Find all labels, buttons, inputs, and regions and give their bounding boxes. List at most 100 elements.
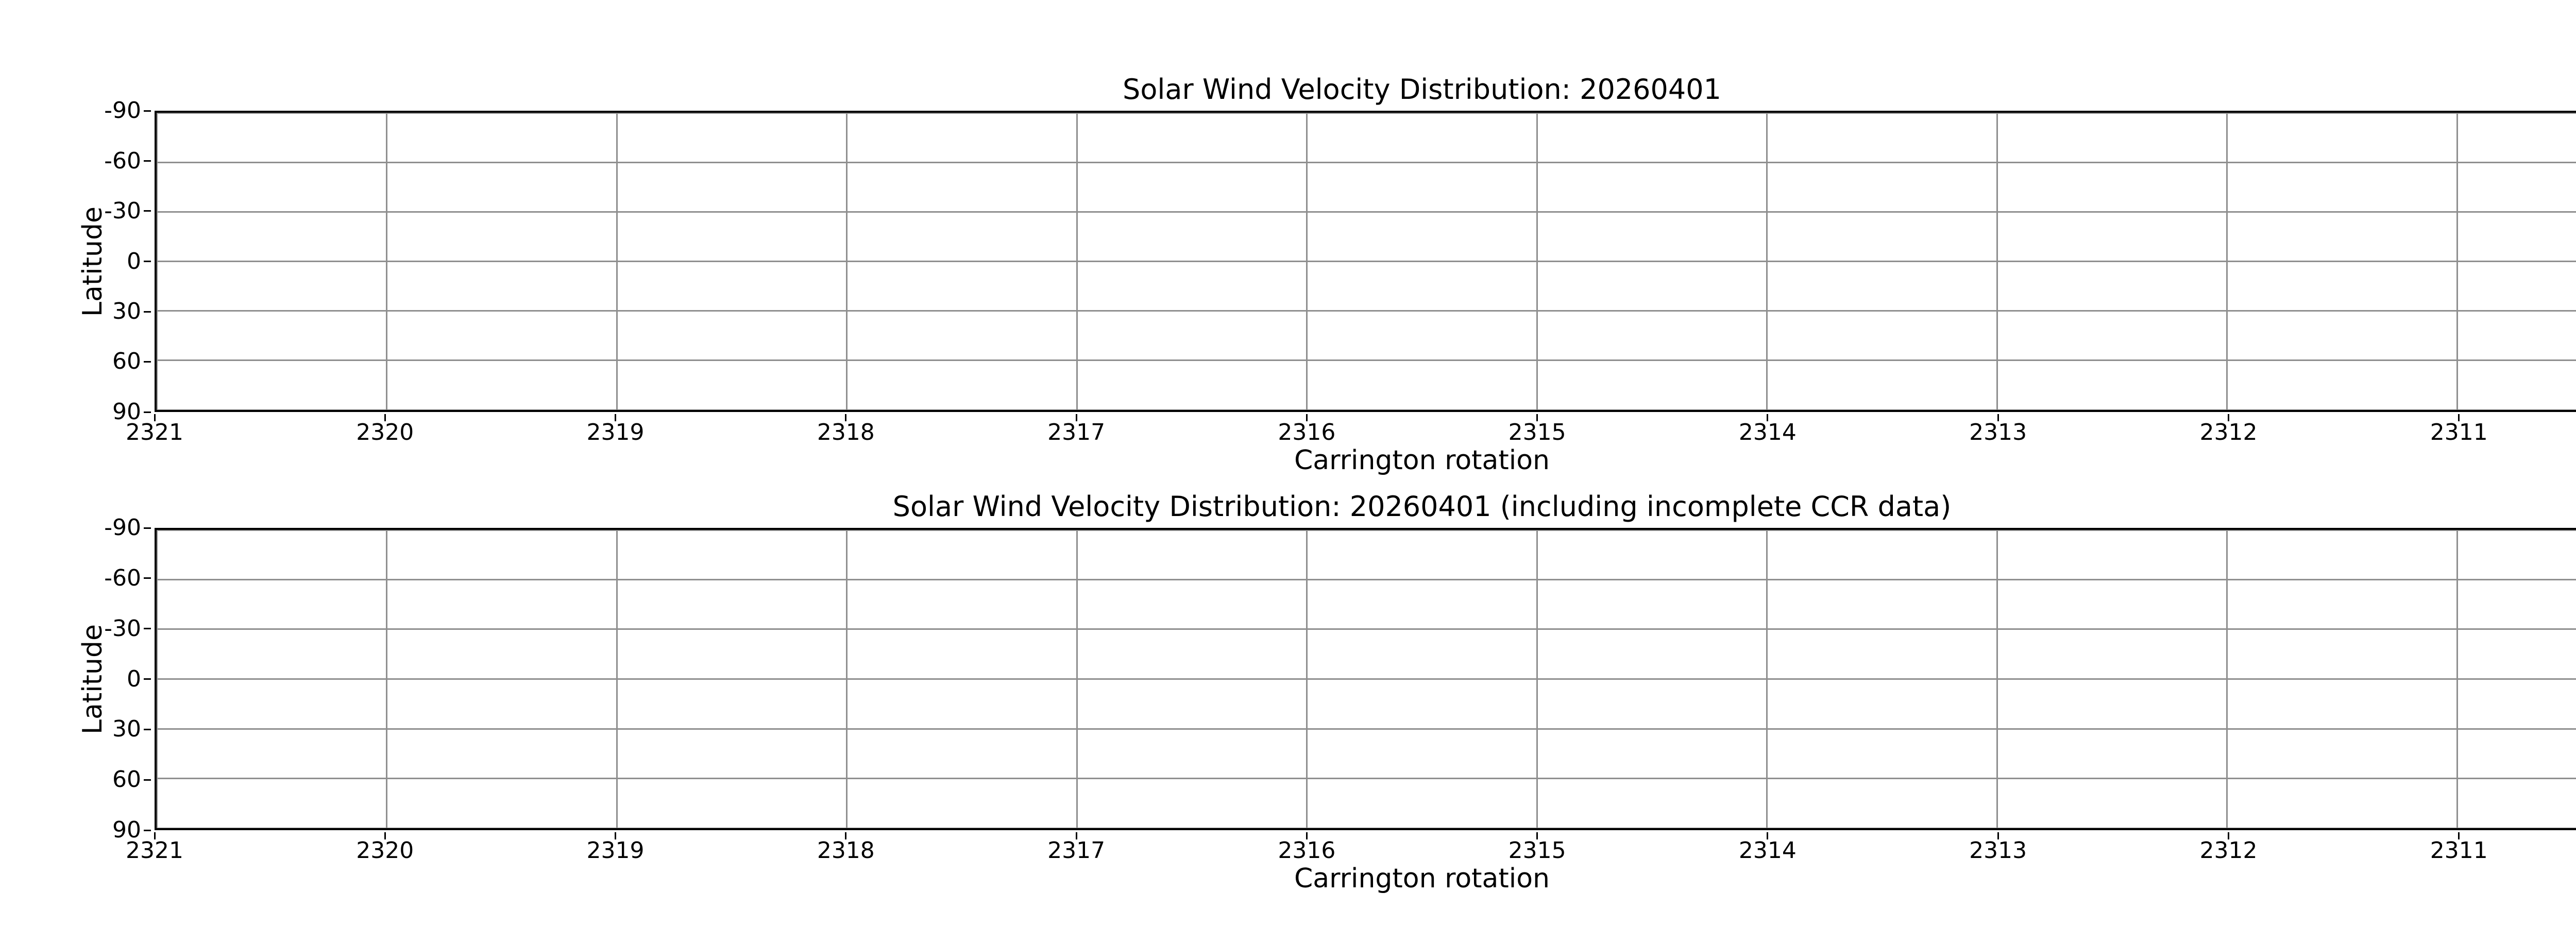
x-tick-label: 2319 <box>586 419 645 445</box>
y-tick-mark <box>144 728 151 730</box>
x-tick-label: 2314 <box>1738 419 1797 445</box>
y-gridline <box>157 728 2576 730</box>
y-tick-label: 90 <box>112 399 141 425</box>
x-gridline <box>616 113 618 410</box>
x-tick-mark <box>1536 414 1538 421</box>
x-gridline <box>386 530 388 828</box>
x-gridline <box>616 530 618 828</box>
x-tick-mark <box>615 832 617 839</box>
y-gridline <box>157 579 2576 580</box>
panel-top-y-axis-label: Latitude <box>77 206 108 317</box>
x-gridline <box>2226 530 2228 828</box>
y-gridline <box>157 310 2576 312</box>
x-tick-mark <box>845 414 847 421</box>
y-tick-label: -60 <box>104 147 141 174</box>
y-gridline <box>157 628 2576 630</box>
y-tick-label: 0 <box>127 665 141 692</box>
y-tick-label: 0 <box>127 248 141 274</box>
y-tick-mark <box>144 411 151 413</box>
y-tick-mark <box>144 829 151 831</box>
x-gridline <box>1076 530 1078 828</box>
y-tick-label: -60 <box>104 564 141 591</box>
x-tick-mark <box>1997 832 1999 839</box>
x-tick-mark <box>2458 832 2460 839</box>
x-tick-mark <box>1306 832 1308 839</box>
x-tick-mark <box>2458 414 2460 421</box>
x-gridline <box>1306 530 1308 828</box>
y-gridline <box>157 777 2576 779</box>
y-tick-label: 30 <box>112 716 141 743</box>
x-tick-mark <box>1767 414 1769 421</box>
y-tick-mark <box>144 110 151 112</box>
x-tick-mark <box>1767 832 1769 839</box>
x-tick-label: 2311 <box>2430 837 2488 864</box>
y-gridline <box>157 261 2576 262</box>
x-tick-label: 2321 <box>126 419 183 445</box>
y-tick-label: 30 <box>112 298 141 324</box>
x-gridline <box>1076 113 1078 410</box>
panel-bottom-y-axis-label: Latitude <box>77 624 108 734</box>
x-tick-mark <box>154 414 156 421</box>
panel-bottom-x-axis-label: Carrington rotation <box>1294 863 1550 894</box>
x-tick-label: 2312 <box>2199 837 2258 864</box>
y-tick-mark <box>144 678 151 680</box>
x-tick-mark <box>2227 832 2229 839</box>
x-tick-label: 2315 <box>1508 837 1566 864</box>
y-tick-label: 60 <box>112 348 141 375</box>
x-tick-mark <box>1997 414 1999 421</box>
x-tick-mark <box>1306 414 1308 421</box>
panel-bottom-title: Solar Wind Velocity Distribution: 202604… <box>892 490 1952 523</box>
y-gridline <box>157 113 2576 114</box>
x-gridline <box>1766 113 1768 410</box>
x-tick-label: 2314 <box>1738 837 1797 864</box>
x-tick-mark <box>154 832 156 839</box>
x-gridline <box>157 113 158 410</box>
y-gridline <box>157 530 2576 531</box>
panel-top-x-axis-label: Carrington rotation <box>1294 445 1550 476</box>
x-tick-label: 2318 <box>817 837 875 864</box>
x-gridline <box>2226 113 2228 410</box>
x-gridline <box>2456 530 2458 828</box>
x-tick-mark <box>1075 414 1077 421</box>
y-tick-mark <box>144 628 151 630</box>
x-gridline <box>1536 530 1538 828</box>
y-tick-mark <box>144 160 151 162</box>
y-tick-label: -90 <box>104 97 141 124</box>
x-gridline <box>157 530 158 828</box>
x-tick-label: 2316 <box>1278 419 1336 445</box>
panel-top: Solar Wind Velocity Distribution: 202604… <box>77 74 2576 474</box>
x-gridline <box>1996 530 1998 828</box>
x-tick-mark <box>615 414 617 421</box>
y-tick-label: 60 <box>112 766 141 793</box>
x-tick-label: 2318 <box>817 419 875 445</box>
y-gridline <box>157 678 2576 680</box>
x-tick-label: 2317 <box>1047 837 1106 864</box>
y-tick-label: 90 <box>112 817 141 843</box>
y-tick-mark <box>144 360 151 363</box>
x-tick-mark <box>1075 832 1077 839</box>
x-gridline <box>846 113 848 410</box>
x-tick-label: 2319 <box>586 837 645 864</box>
panel-top-plot-area <box>155 111 2576 412</box>
y-gridline <box>157 827 2576 828</box>
x-gridline <box>386 113 388 410</box>
y-tick-mark <box>144 779 151 781</box>
x-tick-mark <box>1536 832 1538 839</box>
panel-top-title: Solar Wind Velocity Distribution: 202604… <box>1123 73 1721 106</box>
y-tick-mark <box>144 527 151 529</box>
x-gridline <box>846 530 848 828</box>
x-gridline <box>1766 530 1768 828</box>
y-tick-mark <box>144 210 151 212</box>
y-tick-label: -30 <box>104 615 141 642</box>
y-gridline <box>157 409 2576 410</box>
y-tick-mark <box>144 261 151 262</box>
x-tick-label: 2320 <box>356 419 414 445</box>
x-tick-mark <box>384 832 386 839</box>
x-tick-label: 2311 <box>2430 419 2488 445</box>
y-gridline <box>157 211 2576 213</box>
x-tick-mark <box>2227 414 2229 421</box>
panel-bottom: Solar Wind Velocity Distribution: 202604… <box>77 491 2576 892</box>
x-tick-mark <box>845 832 847 839</box>
x-tick-label: 2313 <box>1969 837 2027 864</box>
